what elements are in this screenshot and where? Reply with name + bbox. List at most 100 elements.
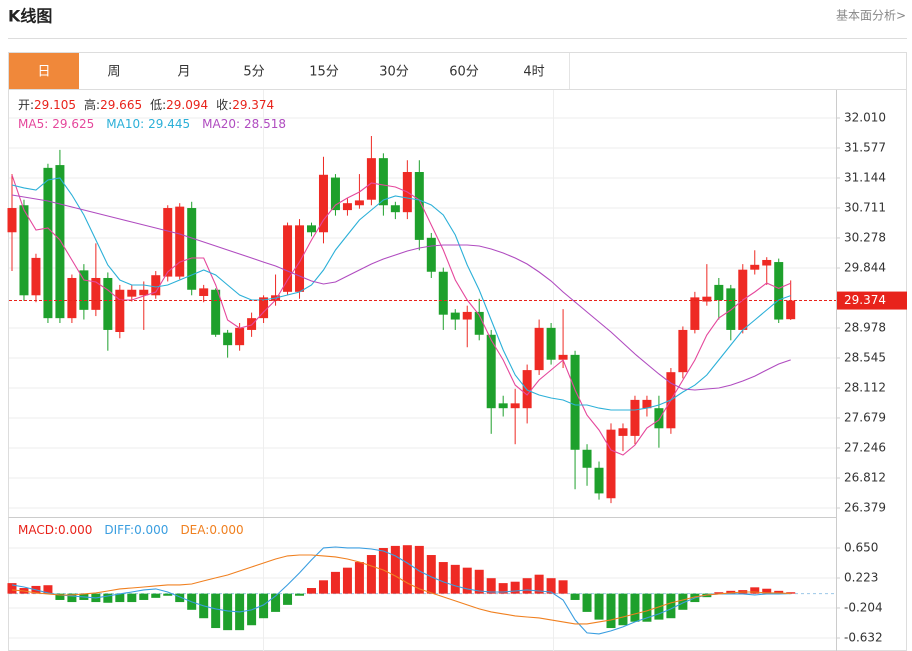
candle-body <box>19 205 29 296</box>
legend-value: 0.000 <box>58 523 92 537</box>
tab-bg[interactable] <box>79 53 149 89</box>
candlestick-panel: 32.010 31.577 31.144 30.711 30.278 29.844 28.9… <box>7 97 907 515</box>
y-tick-label: 30.278 <box>844 230 886 244</box>
tab-label[interactable]: 月 <box>177 65 190 80</box>
tab-label[interactable]: 60分 <box>449 65 479 80</box>
tab-bg[interactable] <box>429 53 499 89</box>
candle-body <box>702 296 712 302</box>
macd-bar <box>295 593 305 596</box>
candle-body <box>762 259 772 266</box>
macd-bar <box>666 593 676 619</box>
candle-body <box>151 275 161 296</box>
candle-body <box>223 332 233 346</box>
macd-bar <box>7 583 17 594</box>
macd-bar <box>318 580 328 594</box>
macd-bar <box>354 562 364 594</box>
macd-bar <box>594 593 604 620</box>
candle-body <box>67 277 77 319</box>
candle-body <box>498 403 508 409</box>
candle-body <box>558 354 568 360</box>
fundamental-link[interactable]: 基本面分析> <box>836 9 906 23</box>
last-price-tag <box>837 291 907 310</box>
candle-body <box>342 203 352 211</box>
tab-label[interactable]: 日 <box>37 65 50 80</box>
y-tick-label: 31.144 <box>844 170 886 184</box>
candle-body <box>283 225 293 292</box>
chart-frame <box>8 52 907 651</box>
macd-bar <box>151 593 161 598</box>
ohlc-label: 收: <box>216 98 232 112</box>
candle-body <box>462 311 472 320</box>
candle-body <box>546 327 556 360</box>
macd-bar <box>67 593 77 603</box>
ohlc-label: 开: <box>18 98 34 112</box>
candle-body <box>474 311 484 335</box>
candle-body <box>330 177 340 211</box>
tab-label[interactable]: 30分 <box>379 65 409 80</box>
candle-body <box>175 206 185 277</box>
candle-body <box>618 428 628 436</box>
macd-bar <box>342 567 352 594</box>
candle-body <box>366 158 376 200</box>
candle-body <box>426 237 436 272</box>
ohlc-label: 低: <box>150 98 166 112</box>
macd-bar <box>774 590 784 594</box>
tab-label[interactable]: 4时 <box>523 65 544 80</box>
tab-bg[interactable] <box>149 53 219 89</box>
y-tick-label: 32.010 <box>844 110 886 124</box>
candle-body <box>295 225 305 292</box>
candle-body <box>414 172 424 240</box>
candle-body <box>774 262 784 320</box>
tab-bg[interactable] <box>499 53 569 89</box>
macd-bar <box>642 593 652 622</box>
tab-label[interactable]: 5分 <box>243 65 264 80</box>
tab-label[interactable]: 周 <box>107 65 120 80</box>
candle-body <box>606 429 616 499</box>
candle-body <box>570 354 580 450</box>
candle-body <box>199 288 209 296</box>
tab-bg[interactable] <box>219 53 289 89</box>
candle-body <box>726 288 736 330</box>
y-tick-label: 26.379 <box>844 501 886 515</box>
candle-body <box>187 208 197 290</box>
y-tick-label: 27.679 <box>844 410 886 424</box>
candle-body <box>750 264 760 270</box>
candle-body <box>211 289 221 335</box>
tab-label[interactable]: 15分 <box>309 65 339 80</box>
candle-body <box>163 208 173 277</box>
macd-bar <box>762 588 772 594</box>
macd-bar <box>43 585 53 594</box>
tab-bg[interactable] <box>289 53 359 89</box>
candle-body <box>450 312 460 320</box>
macd-bar <box>378 548 388 594</box>
candle-body <box>318 174 328 233</box>
legend-value: 0.000 <box>134 523 168 537</box>
ohlc-info: 开:29.105 高:29.665 低:29.094 收:29.374 <box>18 97 274 112</box>
macd-bar <box>786 592 796 594</box>
candle-body <box>642 399 652 409</box>
macd-bar <box>486 578 496 594</box>
y-tick-label: 27.246 <box>844 440 886 454</box>
macd-bar <box>570 593 580 600</box>
macd-bar <box>330 571 340 594</box>
macd-bar <box>223 593 233 631</box>
candle-body <box>115 289 125 333</box>
ohlc-value: 29.374 <box>232 98 274 112</box>
candle-body <box>390 205 400 213</box>
indicator-line <box>11 546 791 635</box>
indicator-line <box>11 554 791 625</box>
macd-bar <box>115 593 125 603</box>
candle-body <box>127 289 137 297</box>
candle-body <box>690 297 700 330</box>
candle-body <box>43 167 53 319</box>
macd-bar <box>630 593 640 622</box>
macd-bar <box>139 593 149 600</box>
y-tick-label: 26.812 <box>844 471 886 485</box>
tab-bg[interactable] <box>9 53 79 89</box>
macd-bar <box>498 583 508 594</box>
tab-bg[interactable] <box>359 53 429 89</box>
legend-name: DIFF: <box>104 523 134 537</box>
widget-title: K线图 <box>8 7 52 26</box>
